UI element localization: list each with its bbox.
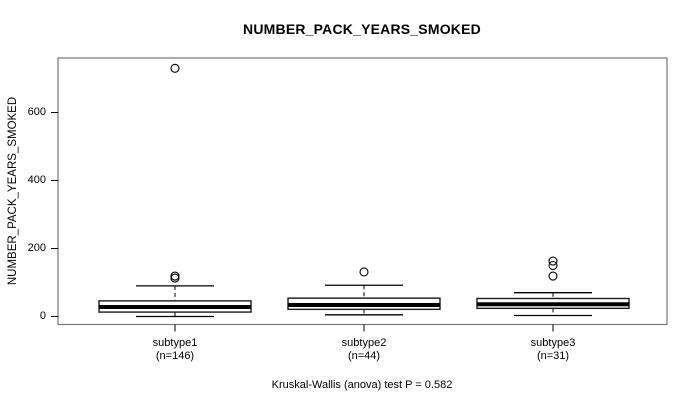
x-group-label-subtype2: subtype2 (n=44) (299, 337, 429, 363)
outlier-point-subtype3-1 (548, 260, 558, 271)
outlier-point-subtype1-1 (170, 271, 180, 281)
y-tick-label-200: 200 (27, 242, 46, 254)
group-count: (n=146) (155, 350, 195, 362)
y-axis-label: NUMBER_PACK_YEARS_SMOKED (7, 96, 19, 286)
y-tick-label-600: 600 (27, 106, 46, 118)
group-count: (n=44) (347, 350, 381, 362)
x-group-label-subtype1: subtype1 (n=146) (110, 337, 240, 363)
group-name: subtype3 (530, 337, 576, 349)
y-tick-label-0: 0 (39, 310, 46, 322)
group-name: subtype2 (341, 337, 387, 349)
group-count: (n=31) (536, 350, 570, 362)
plot-border (57, 57, 668, 326)
stat-test-annotation: Kruskal-Wallis (anova) test P = 0.582 (271, 379, 453, 391)
outlier-point-subtype3-0 (548, 271, 558, 281)
outlier-point-subtype3-2 (548, 256, 558, 266)
y-tick-label-400: 400 (27, 174, 46, 186)
outlier-point-subtype1-2 (170, 63, 180, 73)
x-group-label-subtype3: subtype3 (n=31) (488, 337, 618, 363)
group-name: subtype1 (152, 337, 198, 349)
outlier-point-subtype2-0 (359, 267, 369, 277)
chart-title: NUMBER_PACK_YEARS_SMOKED (243, 21, 481, 37)
